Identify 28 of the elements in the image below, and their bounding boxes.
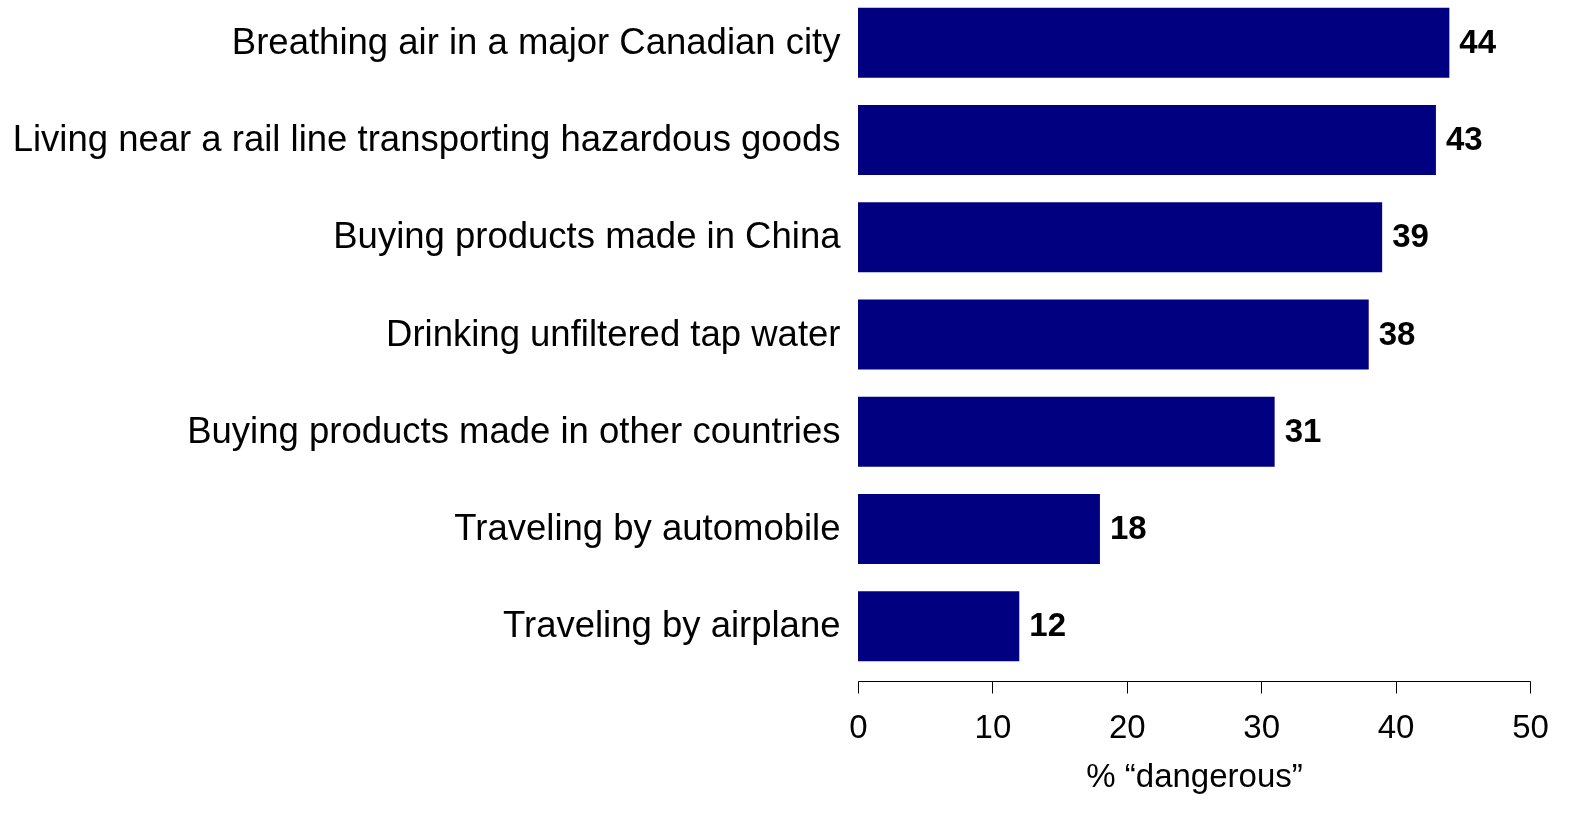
data-label: 43 — [1445, 120, 1483, 158]
bar — [858, 7, 1450, 78]
bar — [858, 591, 1020, 662]
x-tick-label: 30 — [1243, 707, 1281, 745]
y-tick-label: Breathing air in a major Canadian city — [231, 20, 842, 62]
y-tick-label: Living near a rail line transporting hazardous goods — [12, 118, 841, 160]
y-tick-label: Buying products made in other countries — [187, 409, 841, 451]
x-tick-label: 10 — [974, 707, 1012, 745]
bar — [858, 202, 1383, 273]
data-label: 39 — [1392, 217, 1429, 255]
y-tick-label: Traveling by automobile — [454, 506, 841, 548]
bar — [858, 105, 1436, 176]
y-tick-label: Drinking unfiltered tap water — [386, 312, 841, 354]
y-tick-label: Buying products made in China — [333, 215, 842, 257]
data-label: 38 — [1378, 314, 1416, 352]
x-tick-label: 50 — [1512, 707, 1549, 745]
bar — [858, 299, 1369, 370]
data-label: 31 — [1284, 411, 1322, 449]
x-tick-label: 40 — [1377, 707, 1415, 745]
data-label: 12 — [1029, 606, 1066, 644]
bar — [858, 396, 1275, 467]
data-label: 18 — [1109, 508, 1147, 546]
y-tick-label: Traveling by airplane — [503, 604, 841, 646]
bar — [858, 493, 1100, 564]
x-axis-title: % “dangerous” — [1086, 756, 1303, 794]
x-tick-label: 20 — [1108, 707, 1146, 745]
x-tick-label: 0 — [849, 707, 868, 745]
data-label: 44 — [1459, 22, 1497, 60]
